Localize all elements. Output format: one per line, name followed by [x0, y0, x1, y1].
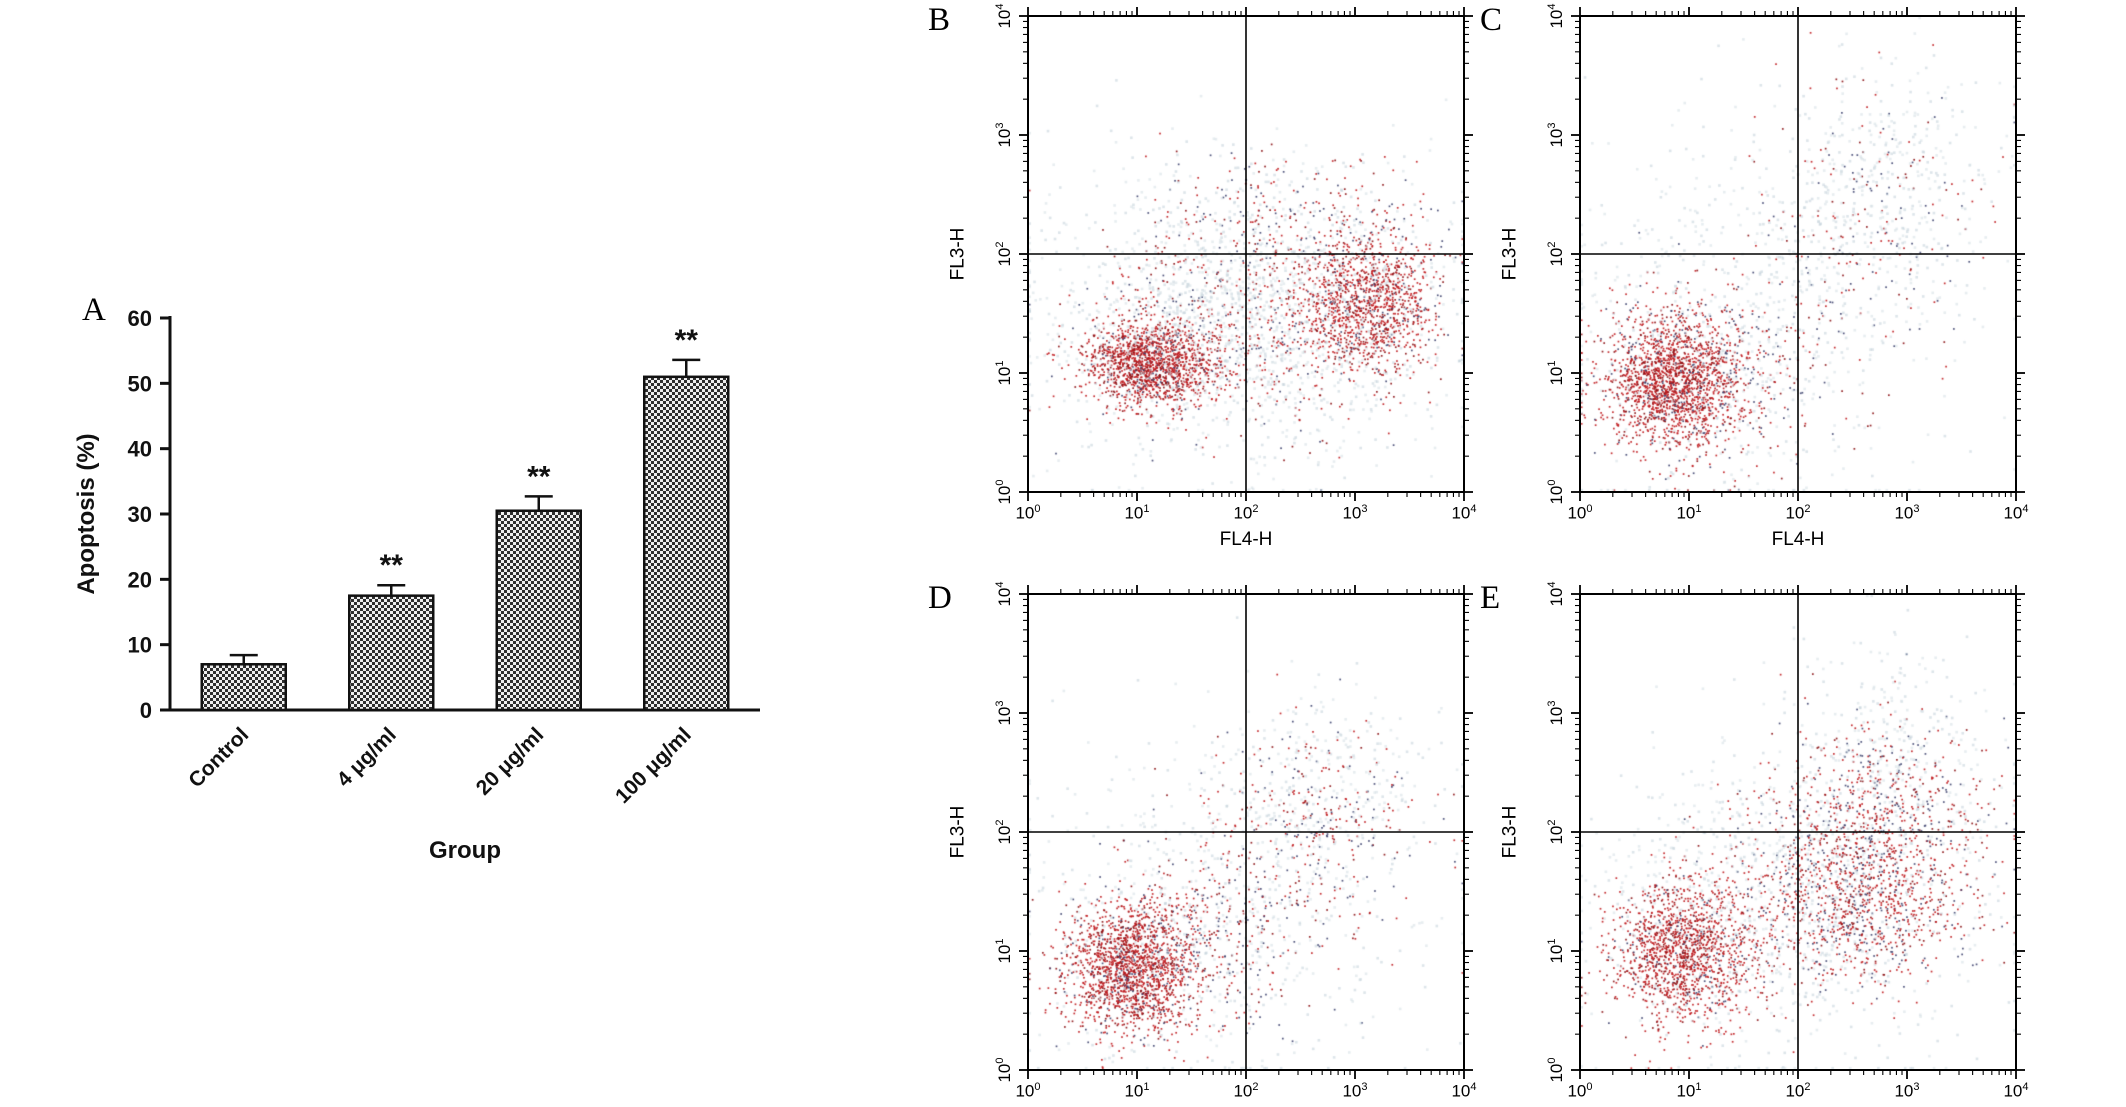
flow-panel-E: E 100101102103104100101102103104FL4-HFL3… — [1480, 580, 2046, 1107]
significance-stars: ** — [380, 549, 404, 582]
x-tick-label: 101 — [1676, 1081, 1702, 1101]
y-tick-label: 104 — [1546, 581, 1566, 607]
flow-axes-E — [1571, 585, 2025, 1079]
y-tick-label: 100 — [1546, 479, 1566, 505]
panel-label-E: E — [1480, 580, 1501, 616]
x-tick-label: 100 — [1567, 1081, 1593, 1101]
y-tick-label: 50 — [128, 371, 152, 396]
significance-stars: ** — [527, 460, 551, 493]
y-tick-label: 102 — [1546, 241, 1566, 267]
x-tick-label: 102 — [1785, 1081, 1811, 1101]
flow-axes-B — [1019, 7, 1473, 501]
y-tick-label: 104 — [994, 581, 1014, 607]
significance-stars: ** — [675, 324, 699, 357]
x-axis-title: Group — [429, 837, 501, 864]
y-tick-label: 100 — [1546, 1057, 1566, 1083]
x-tick-label: 100 — [1015, 503, 1041, 523]
y-tick-label: 10 — [128, 633, 152, 658]
x-axis-title: FL4-H — [1771, 529, 1825, 550]
y-tick-label: 101 — [1546, 360, 1566, 386]
y-tick-label: 60 — [128, 306, 152, 331]
y-axis-title: FL3-H — [947, 805, 969, 859]
y-tick-label: 101 — [994, 360, 1014, 386]
y-axis-title: FL3-H — [1499, 805, 1521, 859]
x-tick-label: 102 — [1785, 503, 1811, 523]
x-tick-label: 102 — [1233, 1081, 1259, 1101]
bar — [200, 663, 287, 712]
y-tick-label: 104 — [994, 3, 1014, 29]
bar-panel-A: A 0 10 20 30 40 50 60 Apoptosis (%) Control ** 4 μ… — [60, 248, 850, 938]
panel-label-A: A — [82, 292, 106, 328]
x-tick-label: 102 — [1233, 503, 1259, 523]
x-tick-label: 101 — [1676, 503, 1702, 523]
x-tick-label: 104 — [2003, 1081, 2029, 1101]
y-axis-title: FL3-H — [1499, 227, 1521, 281]
panel-label-B: B — [928, 2, 951, 38]
y-tick-label: 104 — [1546, 3, 1566, 29]
bar — [348, 594, 435, 712]
flow-panel-C: C 100 101 102 103 104 100 101 102 103 104 FL4-H FL3… — [1480, 2, 2046, 552]
y-axis-title: FL3-H — [947, 227, 969, 281]
flow-axes-C — [1571, 7, 2025, 501]
y-tick-label: 101 — [994, 938, 1014, 964]
x-tick-label: 4 μg/ml — [333, 723, 401, 791]
x-tick-label: 101 — [1124, 1081, 1150, 1101]
bar-chart-svg: 0 10 20 30 40 50 60 Apoptosis (%) Control ** 4 μg/… — [73, 306, 760, 864]
x-tick-label: 103 — [1894, 503, 1920, 523]
y-tick-label: 100 — [994, 1057, 1014, 1083]
x-tick-label: 104 — [2003, 503, 2029, 523]
y-tick-label: 20 — [128, 567, 152, 592]
x-tick-label: 104 — [1451, 1081, 1477, 1101]
y-tick-label: 102 — [994, 819, 1014, 845]
y-tick-label: 0 — [140, 698, 152, 723]
x-tick-label: 103 — [1342, 503, 1368, 523]
x-tick-label: 100 — [1015, 1081, 1041, 1101]
y-tick-label: 100 — [994, 479, 1014, 505]
bar — [495, 509, 582, 712]
x-tick-label: 103 — [1342, 1081, 1368, 1101]
y-tick-label: 102 — [994, 241, 1014, 267]
x-axis-title: FL4-H — [1219, 529, 1273, 550]
flow-axes-D — [1019, 585, 1473, 1079]
y-tick-label: 103 — [994, 122, 1014, 148]
y-tick-label: 40 — [128, 437, 152, 462]
y-tick-label: 30 — [128, 502, 152, 527]
y-tick-label: 103 — [1546, 700, 1566, 726]
y-tick-label: 103 — [1546, 122, 1566, 148]
panel-label-D: D — [928, 580, 952, 616]
x-tick-label: 20 μg/ml — [472, 723, 549, 800]
flow-panel-D: D 100101102103104100101102103104FL4-HFL3… — [928, 580, 1494, 1107]
x-tick-label: 103 — [1894, 1081, 1920, 1101]
x-tick-label: Control — [184, 723, 253, 792]
y-tick-label: 102 — [1546, 819, 1566, 845]
bar-chart-A: 0 10 20 30 40 50 60 Apoptosis (%) Control ** 4 μg/… — [60, 248, 850, 943]
x-tick-label: 100 μg/ml — [611, 723, 696, 808]
x-tick-label: 104 — [1451, 503, 1477, 523]
y-tick-label: 103 — [994, 700, 1014, 726]
flow-panel-B: B 100 101 102 103 104 100 101 102 103 104 FL4-H FL3… — [928, 2, 1494, 552]
bar — [643, 375, 730, 712]
x-tick-label: 100 — [1567, 503, 1593, 523]
panel-label-C: C — [1480, 2, 1503, 38]
x-tick-label: 101 — [1124, 503, 1150, 523]
y-tick-label: 101 — [1546, 938, 1566, 964]
y-axis-title: Apoptosis (%) — [73, 433, 100, 594]
